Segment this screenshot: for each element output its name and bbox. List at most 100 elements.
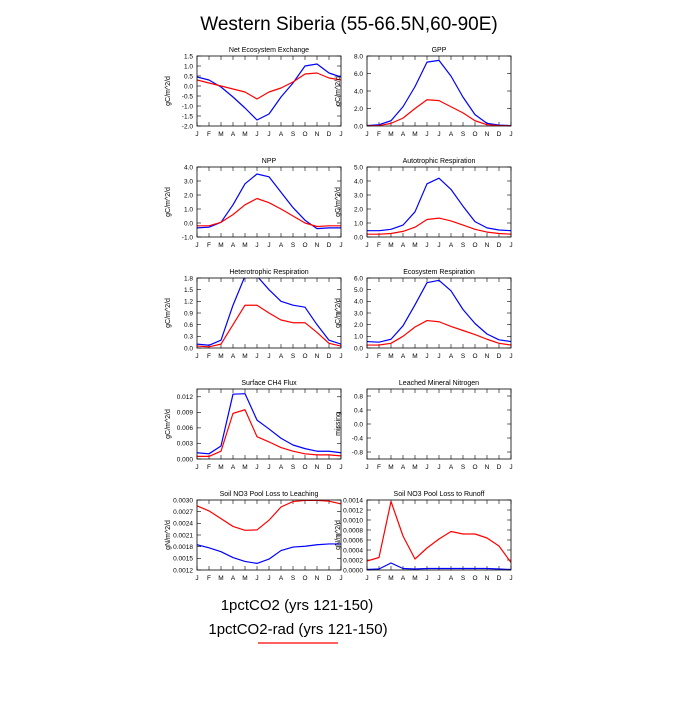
- y-tick-label: 8.0: [354, 53, 363, 60]
- y-tick-label: 0.0030: [173, 497, 193, 504]
- y-axis-label: gC/m^2/d: [335, 187, 342, 217]
- x-tick-label: J: [509, 464, 512, 471]
- x-tick-label: M: [388, 131, 393, 138]
- x-tick-label: M: [218, 131, 223, 138]
- y-tick-label: 0.8: [354, 393, 363, 400]
- series-line-red: [197, 304, 341, 348]
- x-tick-label: O: [472, 353, 477, 360]
- y-tick-label: 0.0027: [173, 509, 193, 516]
- x-tick-label: A: [231, 353, 236, 360]
- y-tick-label: 4.0: [354, 299, 363, 306]
- x-tick-label: N: [485, 464, 490, 471]
- y-tick-label: -0.4: [352, 435, 364, 442]
- x-tick-label: J: [425, 353, 428, 360]
- x-tick-label: M: [388, 353, 393, 360]
- legend-label-1: 1pctCO2 (yrs 121-150): [221, 597, 374, 614]
- panel-6: Ecosystem Respiration gC/m^2/d 0.0 1.0 2.0 3.…: [335, 269, 513, 360]
- x-tick-label: M: [412, 575, 417, 582]
- x-tick-label: A: [279, 242, 284, 249]
- x-tick-label: J: [195, 575, 198, 582]
- x-tick-label: A: [401, 131, 406, 138]
- y-tick-label: 0.003: [177, 441, 194, 448]
- x-tick-label: O: [302, 353, 307, 360]
- panel-4: Autotrophic Respiration gC/m^2/d 0.0 1.0 2.0…: [335, 158, 513, 249]
- y-tick-label: 0.0: [184, 345, 193, 352]
- x-tick-label: A: [449, 575, 454, 582]
- x-tick-label: A: [279, 575, 284, 582]
- x-tick-label: A: [279, 131, 284, 138]
- x-tick-label: S: [291, 464, 296, 471]
- y-tick-label: 3.0: [354, 310, 363, 317]
- panel-frame: [366, 277, 512, 349]
- y-tick-label: -2.0: [182, 123, 194, 130]
- x-tick-label: J: [425, 464, 428, 471]
- y-tick-label: 1.2: [184, 299, 193, 306]
- series-line-red: [197, 72, 341, 100]
- series-line-red: [367, 217, 511, 235]
- x-tick-label: D: [327, 131, 332, 138]
- x-tick-label: J: [425, 131, 428, 138]
- x-tick-label: J: [339, 131, 342, 138]
- y-tick-label: 1.5: [184, 287, 193, 294]
- x-tick-label: J: [255, 131, 258, 138]
- y-tick-label: 1.0: [184, 63, 193, 70]
- y-tick-label: 0.0002: [343, 557, 363, 564]
- y-tick-label: 4.0: [354, 178, 363, 185]
- panel-title: Soil NO3 Pool Loss to Runoff: [394, 491, 485, 498]
- x-tick-label: J: [267, 353, 270, 360]
- y-tick-label: 0.0012: [173, 567, 193, 574]
- x-tick-label: M: [388, 464, 393, 471]
- x-tick-label: J: [437, 242, 440, 249]
- panel-frame: [366, 388, 512, 460]
- x-tick-label: N: [315, 464, 320, 471]
- x-tick-label: M: [412, 131, 417, 138]
- x-tick-label: S: [291, 353, 296, 360]
- x-tick-label: J: [437, 131, 440, 138]
- x-tick-label: J: [509, 131, 512, 138]
- x-tick-label: D: [327, 464, 332, 471]
- panel-frame: [366, 55, 512, 127]
- x-tick-label: J: [437, 464, 440, 471]
- x-tick-label: D: [497, 464, 502, 471]
- x-tick-label: J: [267, 464, 270, 471]
- y-tick-label: 4.0: [184, 164, 193, 171]
- panel-7: Surface CH4 Flux gC/m^2/d 0.000 0.003 0.006 0…: [165, 380, 343, 471]
- y-tick-label: 0.0014: [343, 497, 363, 504]
- legend: 1pctCO2 (yrs 121-150) 1pctCO2-rad (yrs 1…: [208, 597, 388, 644]
- x-tick-label: N: [485, 575, 490, 582]
- x-tick-label: O: [302, 464, 307, 471]
- y-tick-label: 0.0: [354, 345, 363, 352]
- y-tick-label: 1.0: [184, 206, 193, 213]
- x-tick-label: J: [365, 242, 368, 249]
- x-tick-label: F: [377, 464, 381, 471]
- panel-title: Net Ecosystem Exchange: [229, 47, 309, 54]
- x-tick-label: F: [207, 575, 211, 582]
- y-tick-label: 0.0: [184, 83, 193, 90]
- panel-title: Leached Mineral Nitrogen: [399, 380, 479, 387]
- panels: Net Ecosystem Exchange gC/m^2/d -2.0 -1.5 -1…: [165, 47, 513, 582]
- y-tick-label: 0.5: [184, 73, 193, 80]
- x-tick-label: M: [388, 575, 393, 582]
- series-line-red: [197, 197, 341, 228]
- panel-frame: [196, 277, 342, 349]
- y-axis-label: gN/m^2/d: [335, 520, 342, 550]
- x-tick-label: F: [377, 575, 381, 582]
- x-tick-label: O: [472, 464, 477, 471]
- x-tick-label: J: [339, 242, 342, 249]
- y-tick-label: 0.009: [177, 410, 194, 417]
- y-tick-label: 0.0: [354, 234, 363, 241]
- x-tick-label: J: [425, 575, 428, 582]
- y-tick-label: 0.012: [177, 394, 194, 401]
- x-tick-label: D: [327, 575, 332, 582]
- panel-title: Ecosystem Respiration: [403, 269, 475, 276]
- x-tick-label: O: [472, 242, 477, 249]
- x-tick-label: S: [461, 242, 466, 249]
- x-tick-label: A: [401, 575, 406, 582]
- x-tick-label: J: [195, 353, 198, 360]
- x-tick-label: S: [461, 131, 466, 138]
- series-line-red: [367, 99, 511, 126]
- series-line-blue: [367, 279, 511, 343]
- panel-5: Heterotrophic Respiration gC/m^2/d 0.0 0.3 0…: [165, 269, 343, 360]
- x-tick-label: J: [437, 575, 440, 582]
